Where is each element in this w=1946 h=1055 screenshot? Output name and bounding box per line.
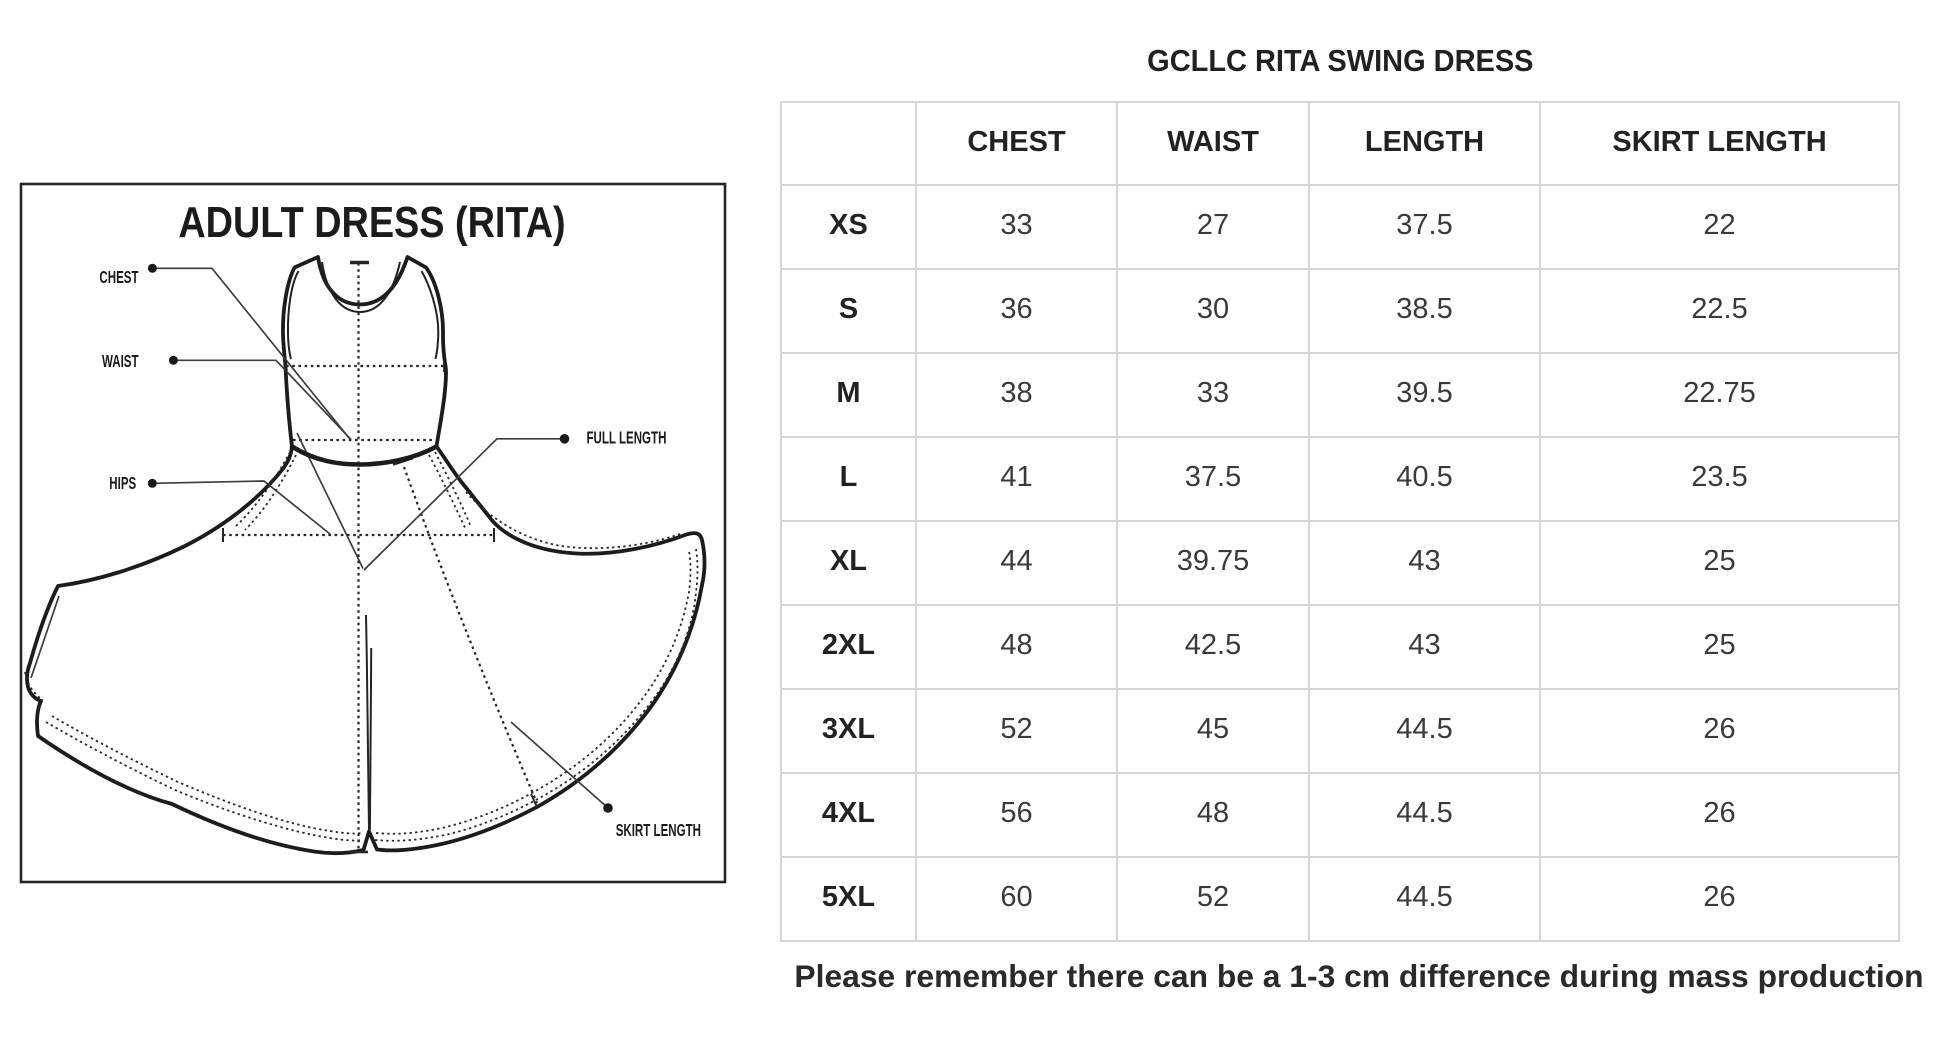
svg-text:WAIST: WAIST: [102, 353, 139, 372]
svg-text:SKIRT LENGTH: SKIRT LENGTH: [616, 822, 701, 841]
svg-text:ADULT DRESS (RITA): ADULT DRESS (RITA): [178, 197, 565, 246]
svg-text:HIPS: HIPS: [109, 475, 136, 494]
svg-text:CHEST: CHEST: [99, 269, 138, 288]
svg-text:FULL LENGTH: FULL LENGTH: [587, 429, 667, 448]
